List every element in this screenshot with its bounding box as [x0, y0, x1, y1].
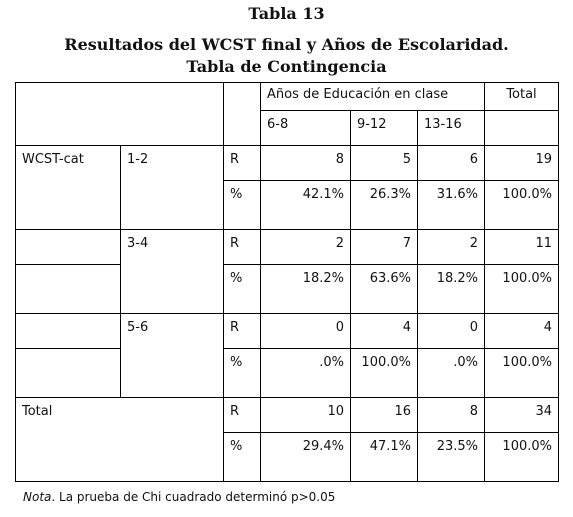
- cell-value: 26.3%: [350, 180, 418, 230]
- header-row-1: Años de Educación en clase Total: [15, 82, 559, 146]
- cell-value: 63.6%: [350, 264, 418, 314]
- cell-value: 2: [417, 229, 485, 265]
- total-header: Total: [484, 82, 559, 111]
- cell-value: 100.0%: [350, 348, 418, 398]
- cell-value: 29.4%: [260, 432, 351, 482]
- row-sub-blank: [120, 348, 224, 398]
- cell-value: .0%: [417, 348, 485, 398]
- row-sub-blank: [120, 264, 224, 314]
- education-group-header: Años de Educación en clase: [260, 82, 485, 111]
- cell-value: 16: [350, 397, 418, 433]
- header-blank-cell: [15, 82, 224, 146]
- row-sub-label: 5-6: [120, 313, 224, 349]
- row-group-label: [15, 229, 121, 265]
- cell-total: 34: [484, 397, 559, 433]
- stat-label: R: [223, 145, 261, 181]
- table-row: 5-6 R 0 4 0 4: [15, 313, 559, 349]
- cell-value: 8: [260, 145, 351, 181]
- note-label: Nota: [23, 490, 52, 504]
- cell-value: 42.1%: [260, 180, 351, 230]
- table-row: Total R 10 16 8 34: [15, 397, 559, 433]
- col-header-13-16: 13-16: [417, 110, 485, 146]
- header-row-2: 6-8 9-12 13-16: [16, 110, 559, 146]
- cell-total: 100.0%: [484, 180, 559, 230]
- stat-label: R: [223, 313, 261, 349]
- cell-value: 18.2%: [260, 264, 351, 314]
- cell-total: 11: [484, 229, 559, 265]
- row-sub-blank: [120, 180, 224, 230]
- col-header-6-8: 6-8: [260, 110, 351, 146]
- cell-value: 5: [350, 145, 418, 181]
- stat-label: R: [223, 229, 261, 265]
- table-row: % 18.2% 63.6% 18.2% 100.0%: [15, 264, 559, 314]
- col-header-9-12: 9-12: [350, 110, 418, 146]
- cell-value: 7: [350, 229, 418, 265]
- cell-total: 19: [484, 145, 559, 181]
- cell-value: 0: [260, 313, 351, 349]
- table-subtitle: Tabla de Contingencia: [186, 57, 387, 76]
- row-sub-label: 1-2: [120, 145, 224, 181]
- cell-value: 2: [260, 229, 351, 265]
- table-row: % 42.1% 26.3% 31.6% 100.0%: [15, 180, 559, 230]
- cell-total: 4: [484, 313, 559, 349]
- row-group-label: WCST-cat: [15, 145, 121, 181]
- cell-value: 23.5%: [417, 432, 485, 482]
- table-row: % 29.4% 47.1% 23.5% 100.0%: [15, 432, 559, 482]
- cell-value: 10: [260, 397, 351, 433]
- cell-value: 47.1%: [350, 432, 418, 482]
- row-group-blank: [15, 264, 121, 314]
- cell-total: 100.0%: [484, 264, 559, 314]
- row-group-blank: [15, 180, 121, 230]
- contingency-table: Años de Educación en clase Total 6-8 9-1…: [15, 82, 559, 482]
- cell-value: 6: [417, 145, 485, 181]
- cell-value: 18.2%: [417, 264, 485, 314]
- stat-label: %: [223, 180, 261, 230]
- table-number: Tabla 13: [248, 4, 325, 23]
- table-title: Resultados del WCST final y Años de Esco…: [64, 35, 509, 54]
- cell-value: .0%: [260, 348, 351, 398]
- row-group-blank: [15, 348, 121, 398]
- cell-value: 0: [417, 313, 485, 349]
- table-row: % .0% 100.0% .0% 100.0%: [15, 348, 559, 398]
- table-row: WCST-cat 1-2 R 8 5 6 19: [15, 145, 559, 181]
- row-group-blank: [15, 432, 224, 482]
- cell-total: 100.0%: [484, 348, 559, 398]
- table-row: 3-4 R 2 7 2 11: [15, 229, 559, 265]
- row-group-label: Total: [15, 397, 224, 433]
- row-sub-label: 3-4: [120, 229, 224, 265]
- cell-value: 4: [350, 313, 418, 349]
- stat-label: %: [223, 432, 261, 482]
- cell-total: 100.0%: [484, 432, 559, 482]
- cell-value: 8: [417, 397, 485, 433]
- stat-label: %: [223, 348, 261, 398]
- table-note: Nota. La prueba de Chi cuadrado determin…: [23, 490, 335, 504]
- total-header-blank: [484, 110, 559, 146]
- note-text: . La prueba de Chi cuadrado determinó p>…: [51, 490, 336, 504]
- cell-value: 31.6%: [417, 180, 485, 230]
- stat-label: R: [223, 397, 261, 433]
- stat-label: %: [223, 264, 261, 314]
- row-group-label: [15, 313, 121, 349]
- header-blank-cell: [223, 82, 261, 146]
